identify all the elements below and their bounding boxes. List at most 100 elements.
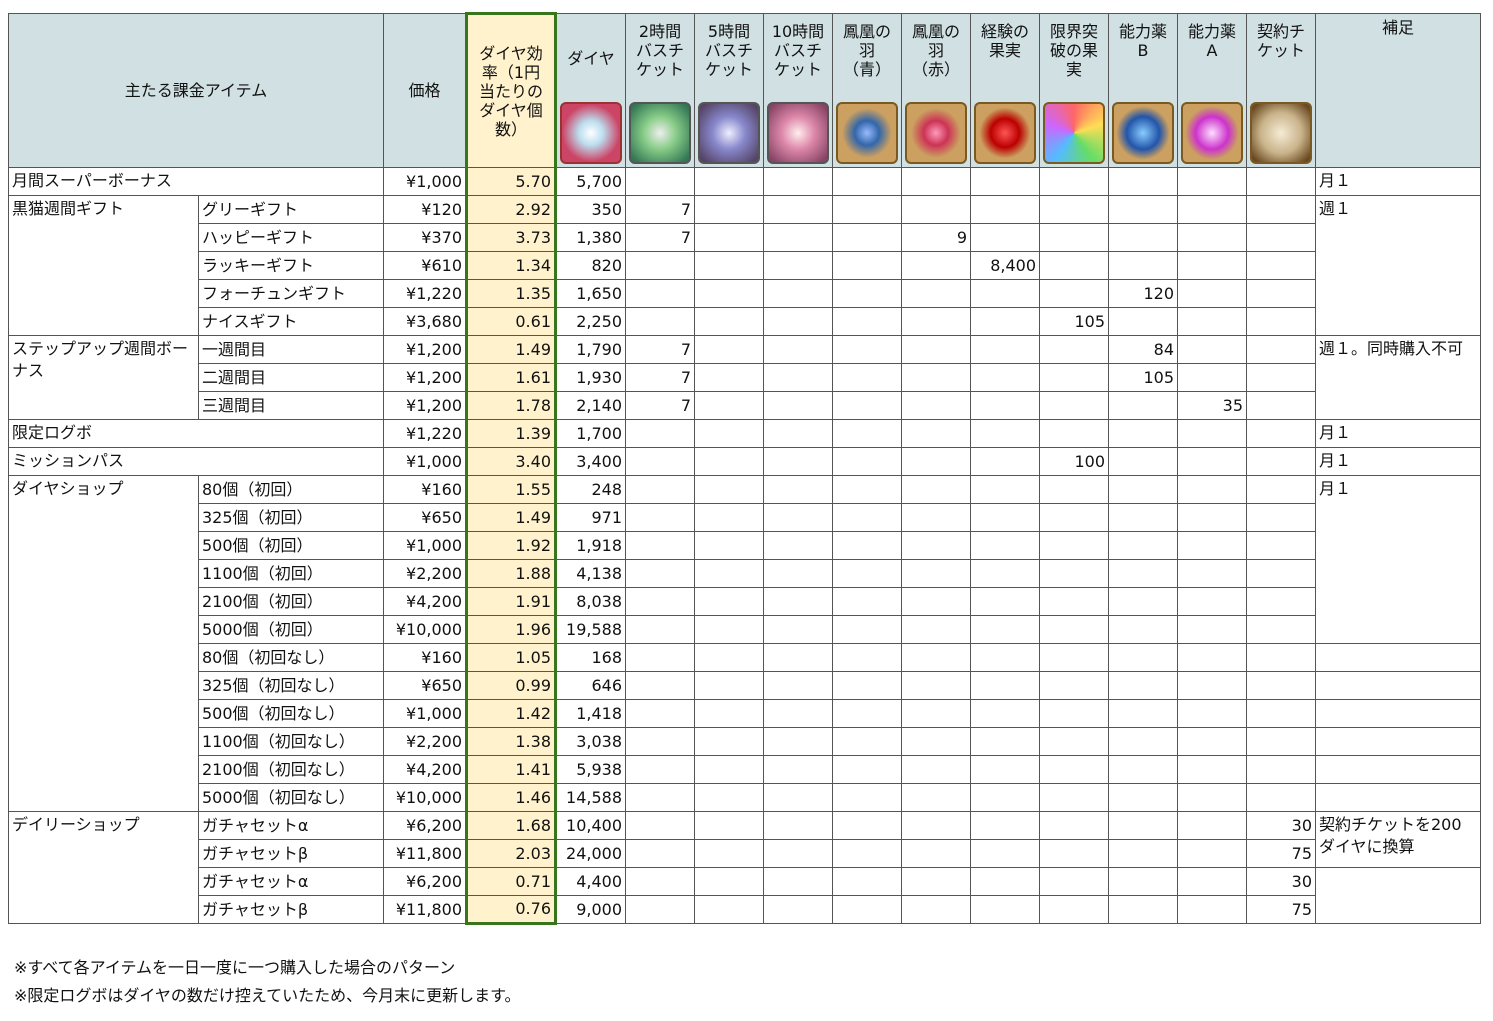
item-name: ガチャセットα	[198, 811, 384, 840]
item-count	[901, 391, 971, 420]
item-count	[763, 251, 833, 280]
table-row: 2100個（初回） ¥4,200 1.91 8,038	[9, 587, 1481, 616]
item-count	[1108, 839, 1178, 868]
item-icon	[698, 102, 760, 164]
item-count	[1108, 671, 1178, 700]
efficiency: 0.71	[465, 867, 557, 896]
dia-count: 5,938	[555, 755, 626, 784]
item-count	[694, 503, 764, 532]
item-count	[832, 195, 902, 224]
header-label-wrap: 鳳凰の 羽 （赤）	[911, 15, 960, 79]
item-count	[625, 307, 695, 336]
efficiency: 1.39	[465, 419, 557, 448]
header-box: 能力薬 B	[1110, 15, 1177, 167]
header-label: 2時間 バスチ ケット	[635, 22, 684, 79]
price: ¥1,220	[383, 419, 467, 448]
item-count	[694, 559, 764, 588]
dia-count: 1,790	[555, 335, 626, 364]
item-name: 325個（初回なし）	[198, 671, 384, 700]
dia-count: 168	[555, 643, 626, 672]
header-box: 契約チ ケット	[1248, 15, 1315, 167]
header-label-wrap: 能力薬 B	[1118, 15, 1167, 60]
header-label: 経験の 果実	[980, 22, 1029, 60]
item-count	[901, 363, 971, 392]
price: ¥11,800	[383, 895, 467, 924]
item-count	[832, 335, 902, 364]
price: ¥4,200	[383, 587, 467, 616]
price: ¥3,680	[383, 307, 467, 336]
price: ¥1,000	[383, 699, 467, 728]
efficiency: 3.40	[465, 447, 557, 476]
item-name: ガチャセットβ	[198, 839, 384, 868]
item-count	[1039, 419, 1109, 448]
table-row: デイリーショップ ガチャセットα ¥6,200 1.68 10,400 30 契約チケットを…	[8, 811, 1481, 924]
item-count	[1177, 279, 1247, 308]
price: ¥2,200	[383, 559, 467, 588]
item-count	[694, 279, 764, 308]
item-count	[1108, 195, 1178, 224]
item-count	[1108, 475, 1178, 504]
item-count	[970, 587, 1040, 616]
item-count	[625, 783, 695, 812]
item-count	[901, 475, 971, 504]
item-name: 80個（初回なし）	[198, 643, 384, 672]
header-label: 能力薬 B	[1118, 22, 1167, 60]
item-count	[1039, 867, 1109, 896]
efficiency: 0.76	[465, 895, 557, 925]
item-count	[832, 363, 902, 392]
note	[1315, 867, 1481, 924]
item-count	[970, 559, 1040, 588]
item-count	[625, 643, 695, 672]
item-count	[1246, 727, 1316, 756]
dia-count: 4,400	[555, 867, 626, 896]
efficiency: 1.78	[465, 391, 557, 420]
header-box: 2時間 バスチ ケット	[627, 15, 694, 167]
dia-count: 1,380	[555, 223, 626, 252]
item-count	[1246, 363, 1316, 392]
price: ¥1,000	[383, 447, 467, 476]
price: ¥1,000	[383, 167, 467, 196]
header-label: 鳳凰の 羽 （赤）	[911, 22, 960, 79]
header-box: 鳳凰の 羽 （青）	[834, 15, 901, 167]
header-label-wrap: ダイヤ	[567, 15, 615, 103]
note: 週１	[1315, 195, 1481, 336]
dia-count: 24,000	[555, 839, 626, 868]
efficiency: 0.61	[465, 307, 557, 336]
item-count	[625, 503, 695, 532]
item-count	[901, 895, 971, 924]
item-count	[970, 615, 1040, 644]
table-row: 黒猫週間ギフト グリーギフト ¥120 2.92 350 7 週１	[8, 195, 1481, 336]
dia-count: 248	[555, 475, 626, 504]
item-name: 2100個（初回）	[198, 587, 384, 616]
item-name: フォーチュンギフト	[198, 279, 384, 308]
item-name: ラッキーギフト	[198, 251, 384, 280]
item-count	[1177, 559, 1247, 588]
item-count	[901, 671, 971, 700]
item-count	[1246, 783, 1316, 812]
efficiency: 2.92	[465, 195, 557, 224]
item-count	[832, 307, 902, 336]
table-row: 1100個（初回なし） ¥2,200 1.38 3,038	[9, 727, 1481, 756]
item-count	[832, 727, 902, 756]
item-count	[694, 755, 764, 784]
item-count	[901, 335, 971, 364]
item-count	[694, 307, 764, 336]
item-count	[763, 727, 833, 756]
item-count	[970, 363, 1040, 392]
item-count	[832, 419, 902, 448]
item-count	[1177, 811, 1247, 840]
header-box: 鳳凰の 羽 （赤）	[903, 15, 970, 167]
item-count	[763, 307, 833, 336]
item-count	[1177, 755, 1247, 784]
dia-count: 2,250	[555, 307, 626, 336]
item-count	[694, 335, 764, 364]
dia-count: 1,650	[555, 279, 626, 308]
item-count	[1177, 867, 1247, 896]
item-count	[763, 895, 833, 924]
table-row: 5000個（初回なし） ¥10,000 1.46 14,588	[9, 783, 1481, 812]
item-count	[901, 643, 971, 672]
item-count: 35	[1177, 391, 1247, 420]
dia-count: 2,140	[555, 391, 626, 420]
item-count	[970, 195, 1040, 224]
item-count	[763, 755, 833, 784]
